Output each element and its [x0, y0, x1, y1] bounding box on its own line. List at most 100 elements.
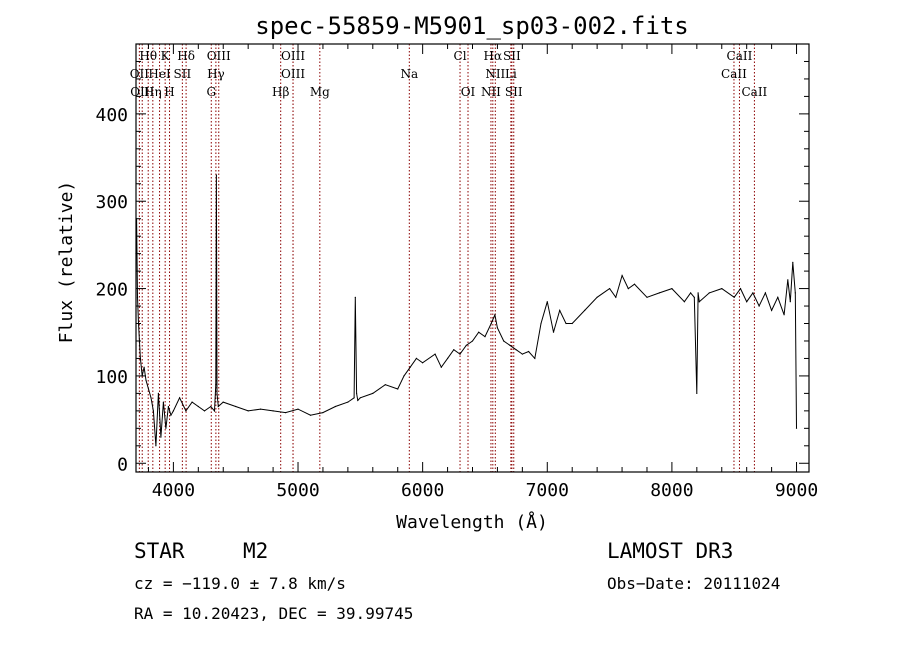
- spectrum-point: [758, 305, 760, 307]
- spectrum-point: [372, 392, 374, 394]
- spectrum-point: [162, 401, 164, 403]
- spectrum-point: [490, 322, 492, 325]
- spectrum-point: [559, 309, 561, 311]
- emission-line-label: OIII: [207, 49, 231, 63]
- spectrum-point: [136, 296, 139, 298]
- spectrum-point: [197, 405, 199, 408]
- spectrum-point: [247, 410, 249, 412]
- spectrum-point: [459, 353, 461, 355]
- spectrum-point: [693, 296, 695, 298]
- spectrum-point: [322, 412, 324, 414]
- spectrum-point: [503, 340, 505, 342]
- object-class: STAR: [134, 539, 185, 563]
- spectrum-point: [752, 292, 754, 294]
- emission-line-label: SII: [503, 49, 521, 63]
- spectrum-point: [213, 410, 216, 412]
- spectrum-point: [397, 388, 399, 390]
- survey-name: LAMOST DR3: [607, 539, 733, 563]
- y-tick-label: 400: [95, 105, 128, 126]
- spectrum-point: [792, 261, 794, 263]
- x-axis-label: Wavelength (Å): [396, 511, 548, 533]
- spectrum-point: [609, 288, 611, 290]
- x-tick-label: 6000: [401, 480, 444, 501]
- spectrum-point: [546, 301, 548, 303]
- redshift-readout: cz = −119.0 ± 7.8 km/s: [134, 574, 346, 593]
- spectrum-point: [739, 288, 742, 290]
- spectrum-point: [764, 292, 767, 294]
- spectrum-point: [465, 344, 467, 346]
- coordinates-readout: RA = 10.20423, DEC = 39.99745: [134, 604, 413, 623]
- emission-line-label: Hθ: [139, 49, 157, 63]
- spectrum-point: [787, 279, 789, 281]
- spectrum-point: [160, 436, 162, 438]
- object-subclass: M2: [243, 539, 268, 563]
- spectrum-point: [795, 427, 798, 429]
- spectrum-point: [494, 314, 496, 316]
- emission-line-label: OIII: [281, 67, 305, 81]
- spectrum-point: [203, 410, 206, 412]
- spectrum-point: [356, 392, 358, 394]
- emission-line-label: H: [164, 85, 174, 99]
- spectrum-point: [540, 322, 542, 325]
- spectrum-line: [135, 174, 797, 446]
- spectrum-point: [150, 397, 152, 399]
- y-tick-label: 0: [117, 454, 128, 475]
- spectrum-point: [167, 405, 169, 408]
- emission-line-label: OIII: [281, 49, 305, 63]
- emission-line-label: K: [161, 49, 171, 63]
- spectrum-point: [794, 292, 796, 294]
- spectrum-point: [353, 397, 355, 399]
- spectrum-point: [789, 301, 791, 303]
- emission-line-label: Hβ: [272, 85, 289, 99]
- spectrum-point: [783, 314, 785, 316]
- spectrum-point: [354, 296, 356, 298]
- spectrum-point: [528, 350, 530, 353]
- spectrum-point: [484, 336, 486, 338]
- chart-title: spec-55859-M5901_sp03-002.fits: [255, 12, 688, 40]
- spectrum-point: [185, 410, 187, 412]
- emission-line-label: Hη: [144, 85, 162, 99]
- spectrum-point: [215, 174, 217, 176]
- spectrum-point: [403, 375, 405, 377]
- spectrum-point: [627, 288, 629, 290]
- emission-line-label: G: [206, 85, 216, 99]
- spectrum-point: [496, 327, 498, 329]
- spectrum-point: [165, 427, 167, 429]
- spectrum-point: [222, 401, 224, 403]
- spectrum-point: [746, 301, 748, 303]
- spectrum-point: [696, 392, 698, 394]
- emission-line-label: OI: [461, 85, 476, 99]
- spectrum-series: [135, 174, 798, 447]
- emission-line-label: Mg: [310, 85, 330, 99]
- emission-line-label: CaII: [721, 67, 747, 81]
- spectrum-point: [170, 414, 172, 416]
- spectrum-point: [309, 414, 312, 416]
- spectrum-point: [633, 283, 636, 285]
- x-tick-label: 9000: [775, 480, 818, 501]
- y-tick-label: 200: [95, 280, 128, 301]
- emission-line-markers: [138, 44, 755, 472]
- emission-line-label: Hδ: [177, 49, 195, 63]
- y-tick-label: 100: [95, 367, 128, 388]
- spectrum-point: [357, 399, 359, 401]
- spectrum-point: [471, 340, 474, 342]
- spectrum-point: [690, 292, 692, 294]
- emission-line-label: Na: [400, 67, 418, 81]
- spectrum-point: [671, 288, 673, 290]
- spectrum-point: [434, 353, 436, 355]
- spectrum-point: [157, 392, 159, 394]
- spectrum-point: [596, 296, 598, 298]
- spectrum-point: [534, 357, 536, 359]
- spectrum-point: [478, 331, 480, 333]
- spectrum-point: [521, 353, 524, 355]
- x-tick-label: 4000: [152, 480, 195, 501]
- emission-line-label: Hγ: [207, 67, 225, 81]
- spectrum-point: [697, 292, 699, 294]
- spectrum-point: [571, 322, 573, 325]
- spectrum-point: [552, 331, 555, 333]
- spectrum-point: [172, 410, 174, 412]
- emission-line-label: HeI: [148, 67, 171, 81]
